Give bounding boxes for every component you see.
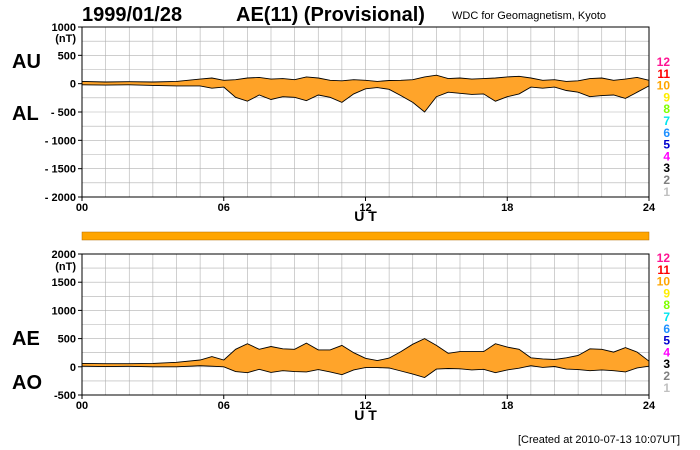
legend-station-11: 11 <box>657 263 670 277</box>
y-tick-label: 1000 <box>52 22 76 34</box>
legend-station-1: 1 <box>663 185 670 199</box>
legend-station-10: 10 <box>657 275 671 289</box>
legend-station-2: 2 <box>663 173 670 187</box>
y-tick-label: - 500 <box>51 107 76 119</box>
y-tick-label: 0 <box>70 79 76 91</box>
series-line-al <box>81 84 650 113</box>
x-tick-label: 06 <box>218 202 230 214</box>
series-line-ae <box>81 338 650 365</box>
y-tick-label: 500 <box>58 334 76 346</box>
legend-station-4: 4 <box>663 149 670 163</box>
legend-station-5: 5 <box>663 138 670 152</box>
y-tick-label: -500 <box>54 390 76 402</box>
ae-ao-panel: 2000 1500 1000 500 0 -500 (nT) 00 06 12 18 24 U T <box>52 249 656 423</box>
date-title: 1999/01/28 <box>82 4 183 26</box>
x-tick-label: 24 <box>643 202 656 214</box>
y-tick-label: 2000 <box>52 249 76 261</box>
legend-station-6: 6 <box>663 322 670 336</box>
y-tick-label: - 2000 <box>45 192 76 204</box>
legend-station-7: 7 <box>663 310 670 324</box>
legend-station-8: 8 <box>663 298 670 312</box>
legend-station-12: 12 <box>657 55 671 69</box>
ao-label: AO <box>12 372 42 394</box>
legend-station-11: 11 <box>657 67 670 81</box>
area-fill <box>82 75 649 112</box>
x-tick-label: 24 <box>643 400 656 412</box>
y-tick-label: 1000 <box>52 305 76 317</box>
created-timestamp: [Created at 2010-07-13 10:07UT] <box>517 434 680 446</box>
legend-station-6: 6 <box>663 126 670 140</box>
legend-station-3: 3 <box>663 357 670 371</box>
legend-station-8: 8 <box>663 102 670 116</box>
x-tick-label: 06 <box>218 400 230 412</box>
x-tick-label: 12 <box>359 202 371 214</box>
series-line-ao <box>81 365 650 378</box>
x-axis-label: U T <box>354 208 377 224</box>
y-tick-label: - 1000 <box>45 135 76 147</box>
legend-station-1: 1 <box>663 381 670 395</box>
index-title: AE(11) (Provisional) <box>236 4 425 26</box>
legend-station-2: 2 <box>663 369 670 383</box>
x-tick-label: 18 <box>501 400 513 412</box>
data-availability-bar <box>81 231 650 241</box>
source-label: WDC for Geomagnetism, Kyoto <box>452 10 607 22</box>
legend-station-7: 7 <box>663 114 670 128</box>
legend-station-4: 4 <box>663 345 670 359</box>
y-tick-label: 1500 <box>52 277 76 289</box>
x-tick-label: 00 <box>76 400 88 412</box>
area-fill <box>82 338 649 378</box>
legend-station-10: 10 <box>657 79 671 93</box>
x-axis-label: U T <box>354 407 377 423</box>
y-tick-label: 500 <box>58 50 76 62</box>
y-tick-label: - 1500 <box>45 164 76 176</box>
x-tick-label: 12 <box>359 400 371 412</box>
legend-station-3: 3 <box>663 161 670 175</box>
au-al-panel: 1000 500 0 - 500 - 1000 - 1500 - 2000 (nT) 00 06 1… <box>45 22 656 224</box>
al-label: AL <box>12 103 39 125</box>
x-tick-label: 00 <box>76 202 88 214</box>
au-label: AU <box>12 51 41 73</box>
y-unit-label: (nT) <box>55 33 76 45</box>
series-line-au <box>81 74 650 83</box>
x-tick-label: 18 <box>501 202 513 214</box>
y-unit-label: (nT) <box>55 261 76 273</box>
legend-station-5: 5 <box>663 334 670 348</box>
y-tick-label: 0 <box>70 362 76 374</box>
ae-label: AE <box>12 328 40 350</box>
legend-station-9: 9 <box>663 286 670 300</box>
legend-station-12: 12 <box>657 251 671 265</box>
legend-station-9: 9 <box>663 90 670 104</box>
